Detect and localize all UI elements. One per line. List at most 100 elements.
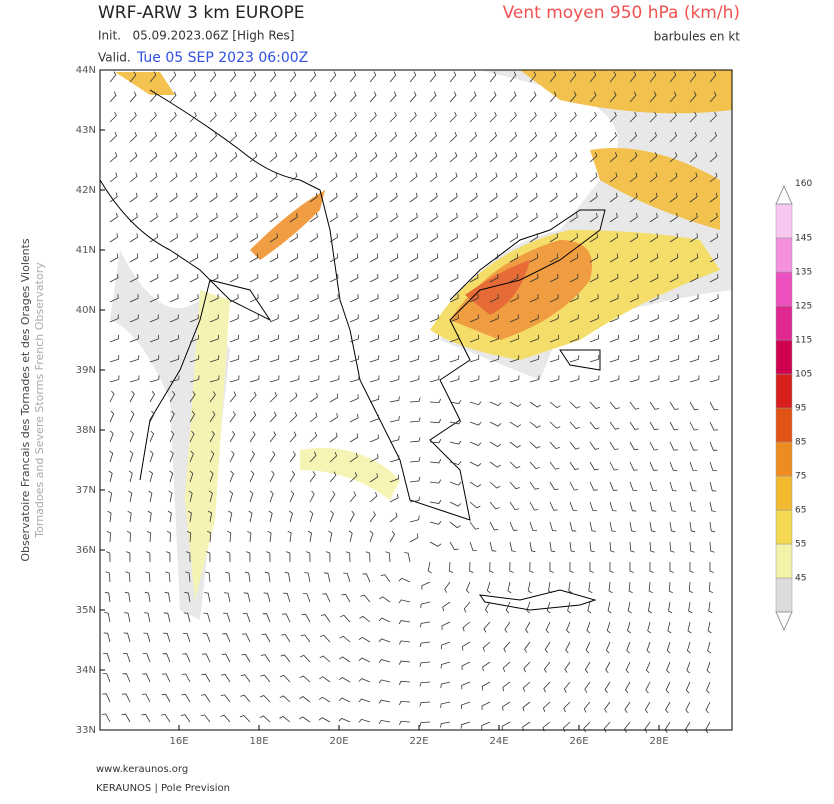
wind-barb	[524, 641, 531, 653]
wind-barb	[529, 421, 541, 429]
wind-barb	[509, 273, 519, 283]
wind-barb	[481, 681, 491, 691]
wind-barb	[463, 601, 471, 613]
wind-barb	[502, 661, 511, 672]
wind-barb	[122, 653, 131, 663]
wind-barb	[149, 212, 158, 223]
wind-barb	[529, 253, 539, 263]
wind-barb	[449, 501, 462, 507]
wind-barb	[529, 294, 539, 303]
wind-barb	[589, 111, 597, 123]
wind-barb	[369, 395, 380, 403]
wind-barb	[449, 212, 458, 223]
wind-barb	[689, 192, 698, 203]
wind-barb	[669, 152, 678, 163]
wind-barb	[529, 375, 540, 383]
wind-barb	[329, 111, 337, 123]
wind-barb	[358, 698, 371, 703]
wind-barb	[339, 635, 351, 643]
wind-barb	[509, 111, 517, 123]
wind-barb	[489, 71, 497, 83]
wind-barb	[549, 401, 561, 409]
wind-barb	[549, 111, 557, 123]
wind-barb	[529, 152, 538, 163]
wind-barb	[104, 612, 111, 623]
wind-barb	[509, 521, 518, 531]
wind-barb	[609, 71, 617, 83]
wind-barb	[629, 561, 634, 573]
wind-barb	[648, 581, 653, 594]
wind-barb	[169, 450, 174, 463]
valid-label: Valid.	[98, 51, 131, 65]
wind-barb	[109, 91, 117, 103]
wind-barb	[429, 439, 442, 444]
wind-barb	[229, 131, 237, 143]
wind-barb	[589, 461, 599, 471]
wind-barb	[589, 233, 599, 243]
units-note: barbules en kt	[654, 30, 741, 44]
wind-barb	[269, 314, 279, 323]
wind-barb	[224, 592, 231, 603]
wind-barb	[329, 294, 339, 303]
wind-barb	[320, 614, 331, 623]
wind-barb	[329, 253, 339, 263]
wind-barb	[302, 593, 311, 603]
wind-barb	[267, 530, 272, 543]
wind-barb	[419, 641, 431, 648]
wind-barb	[189, 355, 200, 363]
side-text: Tornadoes and Severe Storms French Obser…	[33, 262, 46, 539]
wind-barb	[369, 233, 379, 243]
wind-barb	[249, 273, 259, 283]
wind-barb	[419, 621, 431, 628]
wind-barb	[240, 674, 251, 683]
wind-barb	[349, 212, 358, 223]
wind-barb	[309, 192, 318, 203]
wind-barb	[149, 334, 159, 343]
wind-barb	[609, 355, 620, 363]
wind-barb	[309, 294, 319, 303]
wind-barb	[609, 421, 620, 430]
wind-barb	[419, 661, 431, 667]
wind-barb	[689, 71, 697, 83]
wind-barb	[281, 633, 291, 643]
wind-barb	[469, 152, 478, 163]
wind-barb	[609, 541, 615, 553]
wind-barb	[189, 470, 194, 483]
wind-barb	[669, 172, 678, 183]
wind-barb	[449, 461, 462, 466]
wind-barb	[128, 490, 133, 503]
wind-barb	[229, 294, 239, 303]
wind-barb	[668, 601, 673, 614]
wind-barb	[709, 192, 718, 203]
wind-barb	[379, 596, 391, 603]
wind-barb	[429, 131, 437, 143]
wind-barb	[483, 621, 491, 633]
wind-barb	[249, 334, 259, 343]
wind-barb	[389, 416, 400, 423]
wind-barb	[549, 71, 557, 83]
wind-barb	[269, 111, 277, 123]
wind-barb	[279, 674, 291, 683]
wind-barb	[329, 375, 340, 383]
wind-barb	[469, 111, 477, 123]
wind-barb	[378, 638, 391, 643]
wind-barb	[489, 461, 501, 468]
wind-barb	[109, 253, 119, 263]
wind-barb	[585, 641, 591, 654]
wind-barb	[389, 91, 397, 103]
wind-barb	[569, 294, 579, 303]
wind-barb	[709, 314, 719, 323]
wind-barb	[225, 571, 231, 583]
wind-barb	[202, 653, 211, 663]
wind-barb	[523, 661, 531, 673]
wind-barb	[449, 152, 458, 163]
wind-barb	[529, 91, 537, 103]
wind-barb	[209, 334, 219, 343]
wind-barb	[209, 253, 219, 263]
wind-barb	[522, 701, 531, 712]
wind-barb	[689, 294, 699, 303]
wind-barb	[429, 334, 439, 343]
wind-barb	[549, 521, 557, 532]
wind-barb	[429, 314, 439, 323]
wind-barb	[689, 481, 697, 492]
